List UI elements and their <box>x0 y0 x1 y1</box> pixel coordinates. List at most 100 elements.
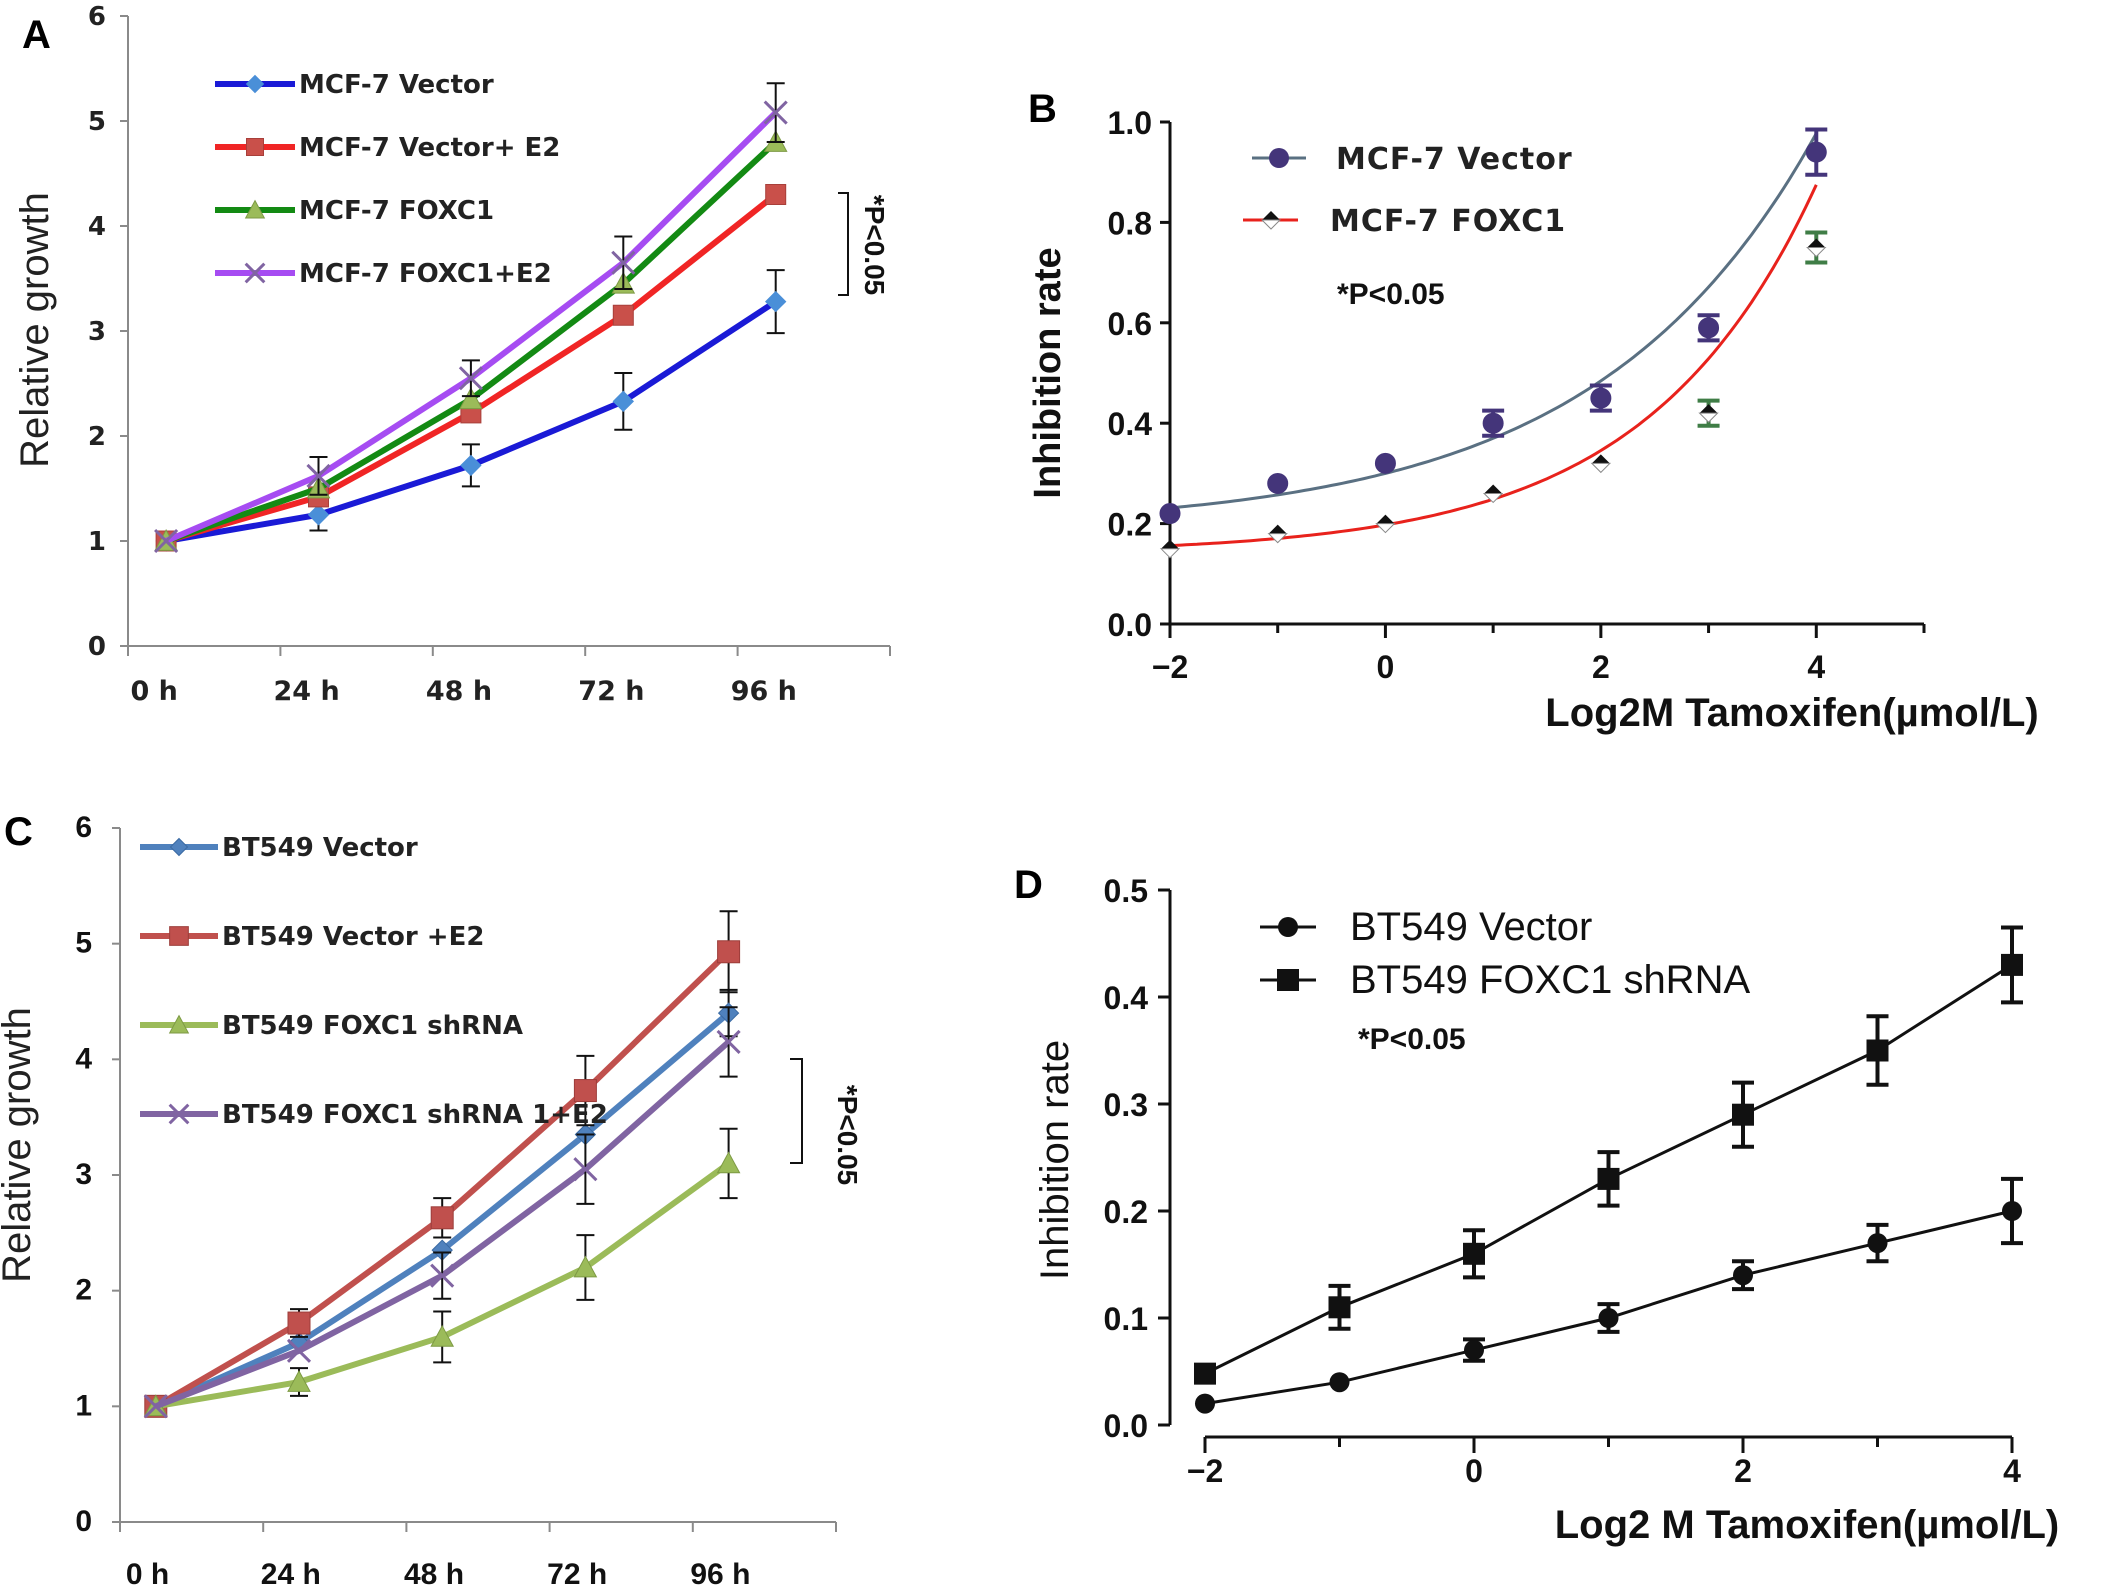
x-tick-label: 72 h <box>547 1558 607 1589</box>
data-point <box>1866 1039 1889 1062</box>
legend-label: BT549 Vector +E2 <box>222 922 484 952</box>
data-point <box>764 290 787 313</box>
x-tick-label: 0 h <box>126 1558 169 1589</box>
data-point-lower <box>1590 462 1612 474</box>
legend-label: MCF-7 Vector <box>1336 142 1573 177</box>
data-point <box>1194 1362 1216 1385</box>
legend-item-mcf-7-foxc1-e2: MCF-7 FOXC1+E2 <box>215 259 552 289</box>
legend-c: BT549 Vector BT549 Vector +E2 BT549 FOXC1 … <box>140 833 608 1130</box>
data-point <box>430 1206 454 1230</box>
data-point <box>307 504 330 526</box>
legend-item-mcf-7-vector: MCF-7 Vector <box>1252 142 1573 177</box>
legend-a: MCF-7 Vector MCF-7 Vector+ E2 MCF-7 FOXC1 M… <box>215 70 560 289</box>
data-point <box>430 1263 455 1288</box>
data-point <box>765 184 787 205</box>
legend-item-bt549-vector: BT549 Vector <box>1260 905 1592 949</box>
legend-label: BT549 Vector <box>1350 905 1592 949</box>
data-point <box>1464 1340 1484 1361</box>
legend-item-mcf-7-foxc1: MCF-7 FOXC1 <box>1243 204 1565 239</box>
data-point <box>286 1338 312 1363</box>
axes-a: 0 1 2 3 4 5 6 0 h 24 h 48 h 72 h 96 h <box>88 2 891 707</box>
y-tick-label: 0.5 <box>1104 873 1148 909</box>
legend-label: MCF-7 FOXC1+E2 <box>299 259 552 289</box>
data-point <box>1329 1372 1350 1393</box>
legend-swatch-marker <box>169 837 189 857</box>
x-tick-label: 2 <box>1592 649 1610 685</box>
data-point <box>1732 1103 1754 1126</box>
marks-a <box>154 82 788 554</box>
legend-label: BT549 FOXC1 shRNA <box>222 1011 523 1041</box>
legend-b: MCF-7 Vector MCF-7 FOXC1 <box>1243 142 1573 239</box>
x-tick-label: −2 <box>1187 1453 1223 1489</box>
x-tick-label: 96 h <box>731 676 797 707</box>
data-point <box>2001 953 2023 976</box>
data-point <box>717 940 741 964</box>
y-tick-label: 1 <box>75 1389 92 1422</box>
y-tick-label: 0.2 <box>1104 1194 1148 1230</box>
significance-label-c: *P<0.05 <box>832 1085 863 1185</box>
data-point <box>287 1311 311 1335</box>
data-point <box>611 250 636 275</box>
y-tick-label: 3 <box>75 1158 92 1191</box>
y-tick-label: 1 <box>88 527 106 557</box>
y-tick-label: 4 <box>75 1042 92 1075</box>
data-point <box>1598 1308 1619 1328</box>
data-point <box>1463 1242 1485 1265</box>
legend-swatch-marker <box>168 1014 190 1034</box>
y-tick-label: 6 <box>75 811 92 844</box>
y-tick-label: 0.4 <box>1108 406 1153 442</box>
data-point <box>1482 412 1504 434</box>
y-tick-label: 0 <box>75 1505 92 1538</box>
data-point <box>459 387 483 410</box>
data-point <box>1699 404 1718 414</box>
legend-label: BT549 FOXC1 shRNA 1+E2 <box>222 1100 608 1130</box>
x-tick-label: 96 h <box>690 1558 750 1589</box>
panel-letter-d: D <box>1014 863 1043 907</box>
significance-label-b: *P<0.05 <box>1337 278 1445 311</box>
y-axis-title-c: Relative growth <box>0 1007 39 1283</box>
data-point <box>1597 1167 1620 1190</box>
data-point <box>573 1255 598 1278</box>
panel-letter-a: A <box>22 13 51 57</box>
data-point <box>1591 454 1610 464</box>
legend-swatch-marker <box>1269 148 1289 168</box>
data-point <box>1807 238 1826 248</box>
data-point <box>1698 317 1720 339</box>
legend-swatch-marker <box>1277 969 1299 991</box>
axes-b: 0.0 0.2 0.4 0.6 0.8 1.0 −2 0 2 4 <box>1108 105 1926 685</box>
legend-swatch-marker <box>169 926 189 946</box>
data-point <box>1267 472 1289 494</box>
x-tick-label: 0 <box>1377 649 1395 685</box>
x-tick-label: −2 <box>1152 649 1188 685</box>
data-point <box>287 1369 311 1392</box>
y-tick-label: 2 <box>75 1274 92 1307</box>
data-point <box>612 304 634 326</box>
marks-c <box>143 910 741 1419</box>
y-tick-label: 4 <box>88 212 106 242</box>
data-point <box>1376 514 1395 524</box>
legend-label: MCF-7 Vector+ E2 <box>299 133 560 163</box>
x-tick-label: 48 h <box>426 676 492 707</box>
x-tick-label: 0 h <box>130 676 177 707</box>
data-point <box>1268 524 1287 534</box>
x-tick-label: 4 <box>2003 1453 2021 1489</box>
legend-item-mcf-7-vector-e2: MCF-7 Vector+ E2 <box>215 133 560 163</box>
marks-d <box>1194 925 2023 1414</box>
legend-item-mcf-7-vector: MCF-7 Vector <box>215 70 494 100</box>
data-point <box>458 366 483 391</box>
data-point <box>1867 1233 1888 1254</box>
legend-swatch-marker <box>168 1103 190 1125</box>
y-tick-label: 2 <box>88 422 106 452</box>
legend-label: BT549 Vector <box>222 833 418 863</box>
series-bt549-vector <box>1195 1176 2023 1414</box>
fit-curve <box>1169 132 1818 510</box>
data-point <box>573 1079 597 1103</box>
data-point <box>1590 387 1612 409</box>
series-mcf-7-foxc1-e2 <box>154 82 788 554</box>
legend-swatch-marker-lower <box>1260 219 1282 230</box>
marks-b <box>1159 127 1828 559</box>
y-tick-label: 0.0 <box>1108 607 1152 643</box>
y-tick-label: 0.6 <box>1108 306 1152 342</box>
legend-item-bt549-foxc1-shrna-1-e2: BT549 FOXC1 shRNA 1+E2 <box>140 1100 608 1130</box>
axes-d: 0.0 0.1 0.2 0.3 0.4 0.5 −2 0 2 4 <box>1104 873 2022 1489</box>
